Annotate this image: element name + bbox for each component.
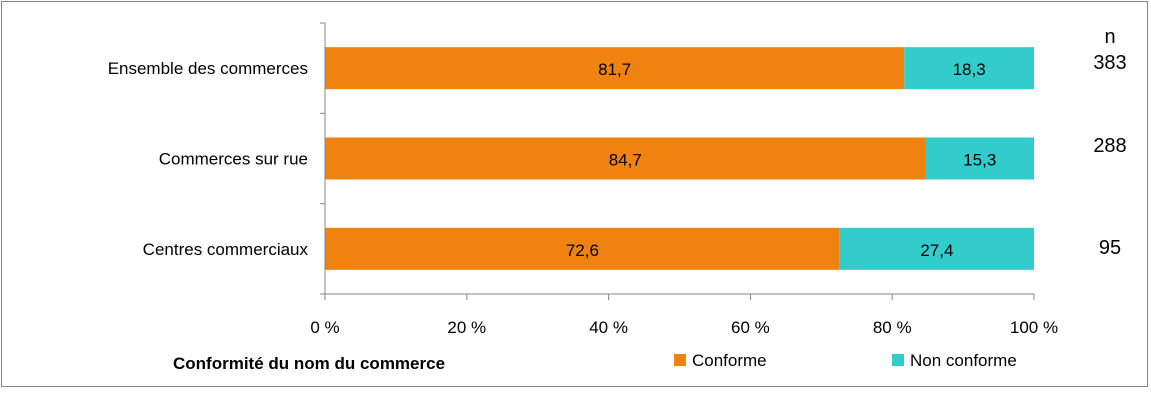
category-label-0: Ensemble des commerces (108, 59, 308, 78)
n-value-0: 383 (1093, 52, 1126, 74)
x-axis-title: Conformité du nom du commerce (173, 354, 445, 373)
x-tick-label-4: 80 % (873, 318, 912, 337)
legend-swatch-non-conforme (892, 354, 904, 366)
axes-layer (320, 22, 1035, 300)
category-label-1: Commerces sur rue (159, 150, 308, 169)
data-label-conforme-0: 81,7 (598, 60, 631, 79)
data-label-conforme-2: 72,6 (566, 241, 599, 260)
x-tick-label-3: 60 % (731, 318, 770, 337)
bar-non-conforme-2 (839, 227, 1034, 270)
chart-frame: 81,7 18,3 Ensemble des commerces 383 84,7 15,… (1, 1, 1148, 387)
bars-layer (325, 47, 1034, 270)
n-column-header: n (1104, 26, 1115, 48)
x-tick-label-2: 40 % (589, 318, 628, 337)
bar-non-conforme-1 (925, 137, 1034, 180)
data-label-non-conforme-2: 27,4 (920, 241, 953, 260)
data-label-non-conforme-1: 15,3 (963, 151, 996, 170)
n-value-1: 288 (1093, 135, 1126, 157)
x-tick-label-5: 100 % (1010, 318, 1058, 337)
legend: Conforme Non conforme (674, 351, 1017, 370)
stacked-bar-chart: 81,7 18,3 Ensemble des commerces 383 84,7 15,… (108, 22, 1127, 373)
x-tick-label-1: 20 % (447, 318, 486, 337)
legend-label-conforme: Conforme (692, 351, 767, 370)
category-label-2: Centres commerciaux (143, 240, 309, 259)
bar-conforme-0 (325, 47, 905, 90)
data-label-non-conforme-0: 18,3 (953, 60, 986, 79)
bar-conforme-2 (325, 227, 840, 270)
x-tick-label-0: 0 % (310, 318, 339, 337)
bar-non-conforme-0 (904, 47, 1034, 90)
legend-swatch-conforme (674, 354, 686, 366)
legend-label-non-conforme: Non conforme (910, 351, 1017, 370)
n-value-2: 95 (1099, 237, 1121, 259)
labels-layer: 81,7 18,3 Ensemble des commerces 383 84,7 15,… (108, 52, 1127, 337)
bar-conforme-1 (325, 137, 926, 180)
data-label-conforme-1: 84,7 (609, 151, 642, 170)
